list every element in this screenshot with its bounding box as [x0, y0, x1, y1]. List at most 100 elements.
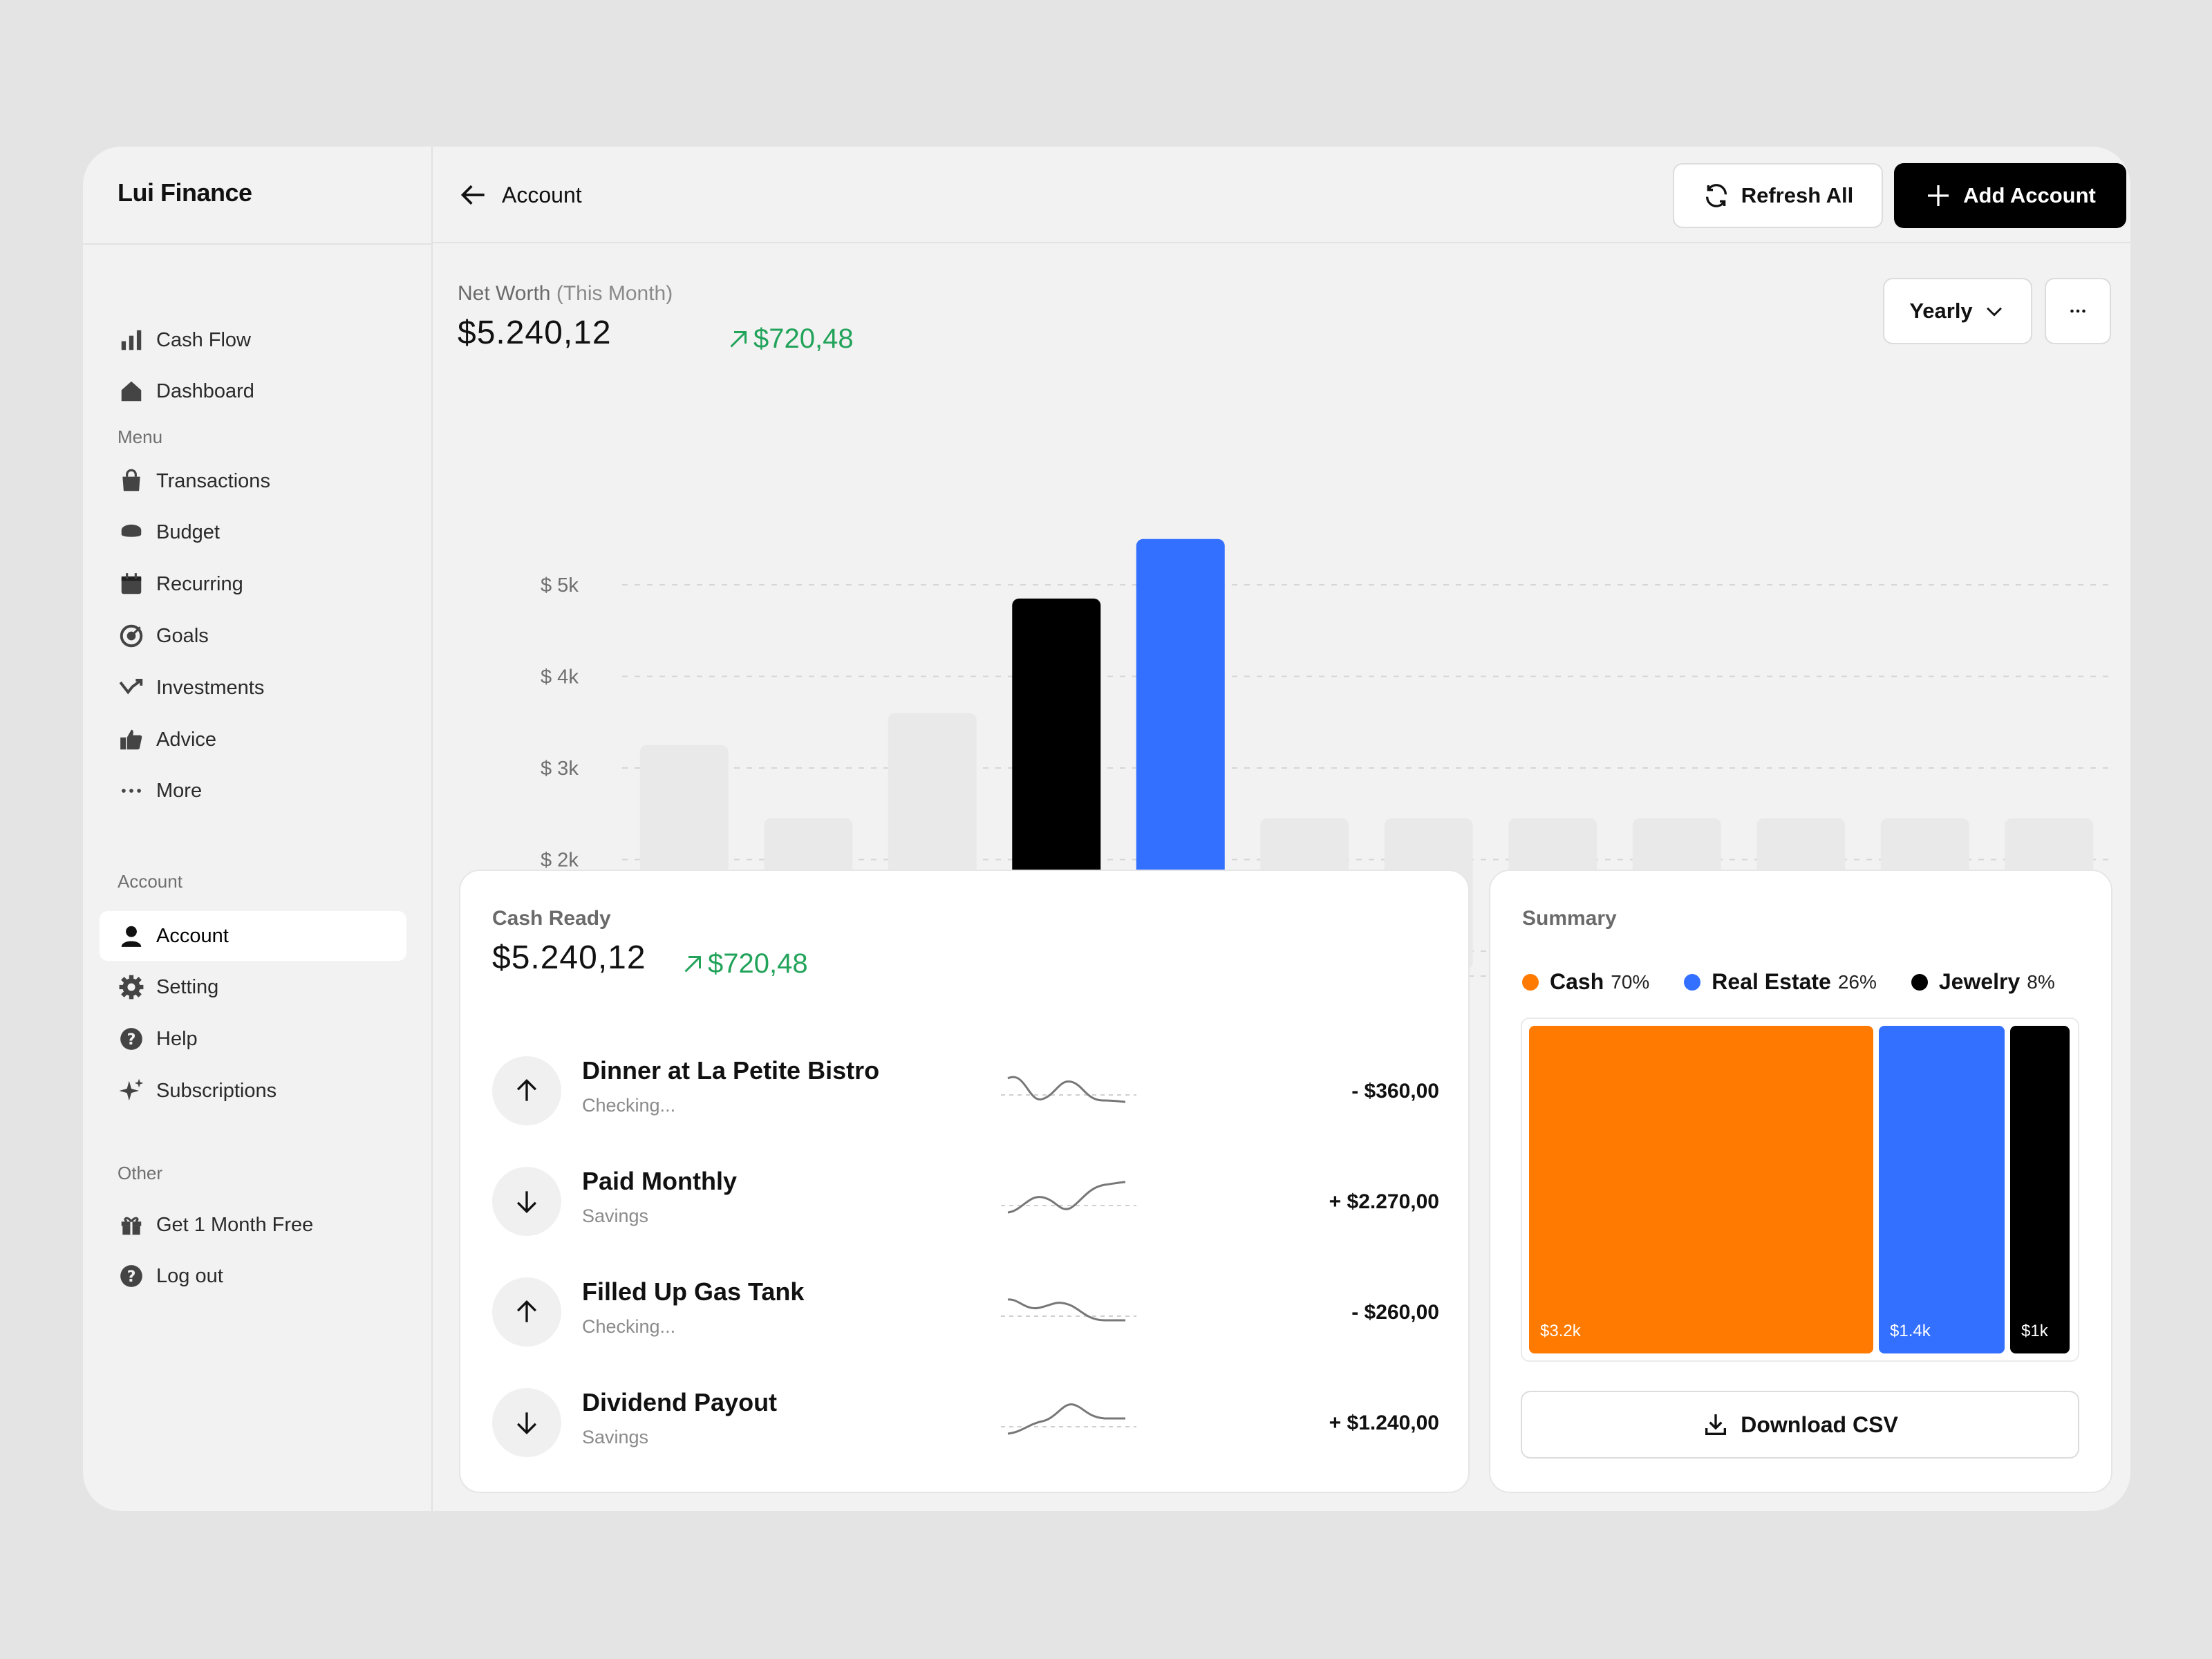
arrow-up-right-icon	[730, 330, 747, 348]
transaction-account: Checking...	[582, 1095, 676, 1116]
add-account-button[interactable]: Add Account	[1894, 163, 2126, 228]
summary-legend: Cash 70% Real Estate 26% Jewelry 8%	[1522, 969, 2090, 995]
sidebar-item-recurring[interactable]: Recurring	[100, 559, 406, 609]
transaction-row[interactable]: Dinner at La Petite Bistro Checking... -…	[492, 1056, 1439, 1125]
arrow-left-icon	[460, 185, 485, 205]
bar-chart-icon	[118, 326, 145, 354]
transaction-row[interactable]: Filled Up Gas Tank Checking... - $260,00	[492, 1277, 1439, 1347]
transaction-row[interactable]: Paid Monthly Savings + $2.270,00	[492, 1167, 1439, 1236]
cash-ready-title: Cash Ready	[492, 907, 611, 930]
app-window: Lui Finance Cash Flow Dashboard Menu Tra…	[83, 147, 2130, 1511]
allocation-tile-jewelry: $1k	[2010, 1026, 2070, 1353]
sidebar-item-label: Budget	[156, 521, 220, 543]
shopping-bag-icon	[118, 467, 145, 495]
incoming-indicator	[492, 1167, 561, 1236]
outgoing-indicator	[492, 1056, 561, 1125]
section-label-menu: Menu	[118, 427, 163, 447]
net-worth-delta: $720,48	[726, 324, 854, 355]
period-select[interactable]: Yearly	[1883, 278, 2032, 344]
legend-item-jewelry: Jewelry 8%	[1911, 969, 2055, 995]
y-tick-label: $ 2k	[541, 850, 579, 872]
sidebar-item-label: Dashboard	[156, 379, 254, 402]
sidebar-item-advice[interactable]: Advice	[100, 715, 406, 765]
sidebar-item-transactions[interactable]: Transactions	[100, 456, 406, 506]
sidebar-item-investments[interactable]: Investments	[100, 663, 406, 713]
legend-name: Jewelry	[1938, 969, 2021, 994]
back-link[interactable]: Account	[459, 180, 582, 210]
legend-name: Real Estate	[1712, 969, 1831, 994]
sidebar-item-label: Get 1 Month Free	[156, 1213, 314, 1236]
sidebar-item-more[interactable]: More	[100, 766, 406, 816]
plus-icon	[1928, 185, 1949, 206]
legend-dot	[1911, 973, 1928, 991]
trend-icon	[118, 674, 145, 702]
transaction-sparkline	[1001, 1181, 1136, 1214]
transaction-account: Checking...	[582, 1316, 676, 1337]
summary-card: Summary Cash 70% Real Estate 26% Jewelry…	[1489, 870, 2112, 1493]
gear-icon	[118, 973, 145, 1001]
transaction-sparkline	[1001, 1403, 1136, 1435]
cash-ready-card: Cash Ready $5.240,12 $720,48 Dinner at L…	[459, 870, 1470, 1493]
arrow-up-icon	[516, 1300, 537, 1322]
target-icon	[118, 622, 145, 650]
net-worth-delta-value: $720,48	[753, 324, 854, 354]
sidebar-item-label: Subscriptions	[156, 1079, 277, 1102]
top-header: Account Refresh All Add Account	[433, 147, 2130, 243]
svg-text:?: ?	[127, 1031, 136, 1049]
summary-title: Summary	[1522, 907, 1617, 930]
legend-item-real-estate: Real Estate 26%	[1684, 969, 1877, 995]
sidebar-item-account[interactable]: Account	[100, 911, 406, 961]
sidebar-item-goals[interactable]: Goals	[100, 611, 406, 661]
sidebar-item-budget[interactable]: Budget	[100, 507, 406, 557]
transaction-account: Savings	[582, 1427, 649, 1447]
thumbs-up-icon	[118, 726, 145, 753]
add-account-label: Add Account	[1963, 183, 2096, 207]
outgoing-indicator	[492, 1277, 561, 1347]
sidebar-item-dashboard[interactable]: Dashboard	[100, 366, 406, 416]
sidebar-item-label: Help	[156, 1027, 198, 1050]
download-icon	[1705, 1414, 1727, 1435]
help-icon: ?	[118, 1025, 145, 1053]
sidebar-item-cash-flow[interactable]: Cash Flow	[100, 315, 406, 365]
legend-pct: 26%	[1837, 971, 1877, 993]
net-worth-value: $5.240,12	[458, 315, 612, 351]
refresh-icon	[1705, 184, 1727, 207]
sparkle-icon	[118, 1077, 145, 1105]
sidebar-item-help[interactable]: ? Help	[100, 1014, 406, 1064]
sidebar-item-label: Log out	[156, 1264, 223, 1287]
more-options-button[interactable]	[2045, 278, 2111, 344]
transaction-row[interactable]: Dividend Payout Savings + $1.240,00	[492, 1388, 1439, 1457]
sidebar-item-label: Recurring	[156, 572, 243, 595]
sidebar-item-subscriptions[interactable]: Subscriptions	[100, 1066, 406, 1116]
net-worth-period: (This Month)	[556, 282, 673, 305]
legend-pct: 8%	[2027, 971, 2055, 993]
sidebar-item-label: Advice	[156, 728, 217, 751]
sidebar-item-label: Cash Flow	[156, 328, 251, 351]
transaction-amount: + $2.270,00	[1329, 1190, 1439, 1213]
legend-dot	[1684, 973, 1701, 991]
allocation-amount: $1.4k	[1890, 1322, 1931, 1340]
transaction-amount: + $1.240,00	[1329, 1412, 1439, 1434]
summary-allocation-bars: $3.2k $1.4k $1k	[1521, 1018, 2079, 1362]
transaction-amount: - $360,00	[1351, 1080, 1439, 1103]
refresh-all-button[interactable]: Refresh All	[1673, 163, 1883, 228]
calendar-icon	[118, 570, 145, 598]
transaction-title: Filled Up Gas Tank	[582, 1277, 805, 1306]
transaction-title: Dinner at La Petite Bistro	[582, 1056, 880, 1085]
allocation-tile-real-estate: $1.4k	[1879, 1026, 2005, 1353]
download-csv-button[interactable]: Download CSV	[1521, 1391, 2079, 1459]
chevron-down-icon	[1986, 307, 2002, 317]
sidebar-item-setting[interactable]: Setting	[100, 962, 406, 1012]
sidebar-item-get-free-month[interactable]: Get 1 Month Free	[100, 1200, 406, 1250]
section-label-account: Account	[118, 871, 182, 892]
legend-item-cash: Cash 70%	[1522, 969, 1649, 995]
transaction-title: Dividend Payout	[582, 1388, 778, 1416]
sidebar-item-log-out[interactable]: ? Log out	[100, 1251, 406, 1301]
sidebar: Lui Finance Cash Flow Dashboard Menu Tra…	[83, 147, 433, 1511]
cash-ready-delta: $720,48	[680, 948, 808, 980]
help-icon: ?	[118, 1262, 145, 1290]
bar-may[interactable]	[1136, 538, 1225, 969]
allocation-tile-cash: $3.2k	[1529, 1026, 1873, 1353]
legend-pct: 70%	[1611, 971, 1650, 993]
transaction-sparkline	[1001, 1298, 1136, 1322]
